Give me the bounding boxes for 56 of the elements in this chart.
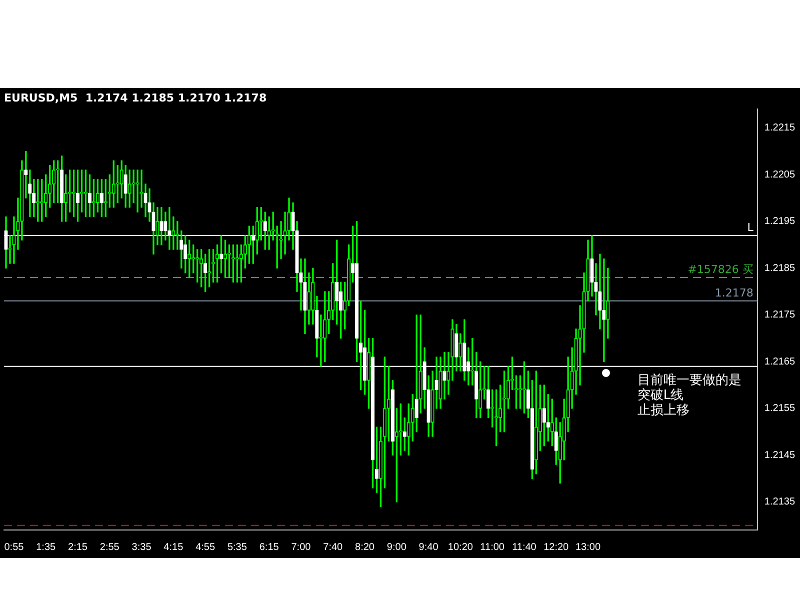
candlestick	[132, 170, 136, 204]
x-tick-label: 4:55	[196, 542, 216, 553]
x-tick-label: 0:55	[4, 542, 24, 553]
candlestick	[406, 403, 410, 456]
x-tick-label: 13:00	[575, 542, 601, 553]
x-tick-label: 1:35	[36, 542, 56, 553]
candlestick	[478, 361, 482, 418]
candlestick	[307, 272, 311, 325]
x-tick-label: 3:35	[132, 542, 152, 553]
candlestick	[100, 179, 104, 218]
candlestick	[339, 282, 343, 339]
ref-line-label: 1.2178	[714, 286, 754, 300]
candlestick	[48, 164, 52, 208]
candlestick	[52, 160, 56, 204]
y-tick-label: 1.2165	[764, 356, 796, 368]
x-tick-label: 11:00	[480, 542, 505, 553]
annotation: 目前唯一要做的是	[637, 373, 742, 388]
candlestick	[172, 216, 176, 250]
annotation: 突破L线	[637, 388, 684, 404]
x-tick-label: 6:15	[259, 542, 280, 553]
candlestick	[128, 170, 132, 208]
x-tick-label: 7:40	[323, 542, 344, 553]
candlestick	[76, 170, 80, 222]
annotation: 止损上移	[637, 403, 690, 418]
candlestick	[602, 258, 606, 362]
y-tick-label: 1.2185	[764, 262, 796, 274]
ref-line-label: L	[747, 220, 754, 234]
candlestick	[32, 179, 36, 218]
candlestick	[136, 170, 140, 212]
x-tick-label: 8:20	[355, 542, 375, 553]
y-tick-label: 1.2205	[764, 169, 796, 180]
candlestick	[116, 164, 120, 204]
y-tick-label: 1.2155	[764, 403, 796, 414]
x-tick-label: 11:40	[512, 542, 537, 553]
x-tick-label: 7:00	[291, 542, 312, 553]
x-tick-label: 4:15	[164, 542, 184, 553]
x-tick-label: 12:20	[544, 542, 570, 553]
x-tick-label: 2:15	[68, 542, 88, 553]
y-tick-label: 1.2145	[764, 450, 796, 461]
x-tick-label: 10:20	[448, 542, 474, 553]
y-tick-label: 1.2175	[764, 310, 796, 321]
candlestick	[60, 156, 64, 222]
chart-title: EURUSD,M5 1.2174 1.2185 1.2170 1.2178	[4, 91, 267, 104]
candlestick	[394, 408, 398, 502]
y-tick-label: 1.2195	[764, 216, 796, 228]
candlestick	[303, 258, 307, 334]
candlestick	[542, 384, 546, 446]
x-tick-label: 9:40	[418, 542, 439, 553]
x-tick-label: 5:35	[227, 542, 248, 553]
x-tick-label: 9:00	[386, 542, 407, 553]
candlestick	[112, 160, 116, 208]
x-tick-label: 2:55	[100, 542, 120, 553]
y-tick-label: 1.2215	[764, 122, 796, 134]
candlestick	[458, 333, 462, 372]
y-tick-label: 1.2135	[764, 496, 796, 508]
ref-line-label: #157826 买	[688, 262, 754, 276]
